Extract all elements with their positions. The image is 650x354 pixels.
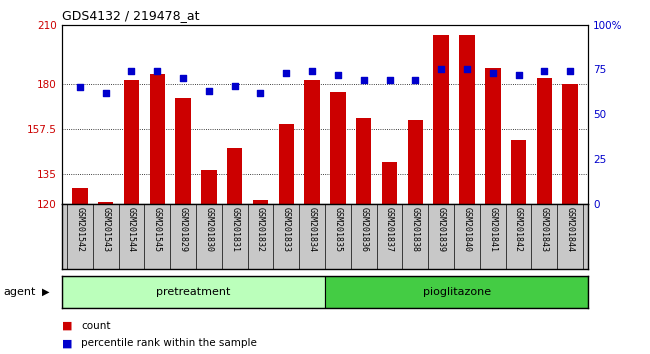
Point xyxy=(410,78,421,83)
Text: GSM201829: GSM201829 xyxy=(179,207,188,252)
Bar xyxy=(150,74,165,204)
Text: GSM201833: GSM201833 xyxy=(282,207,291,252)
Bar xyxy=(382,162,397,204)
Text: GSM201543: GSM201543 xyxy=(101,207,110,252)
Text: GSM201545: GSM201545 xyxy=(153,207,162,252)
Bar xyxy=(124,80,139,204)
Point xyxy=(126,68,136,74)
Text: GSM201544: GSM201544 xyxy=(127,207,136,252)
Point xyxy=(75,85,85,90)
Bar xyxy=(325,276,588,308)
Point xyxy=(203,88,214,94)
Text: GSM201832: GSM201832 xyxy=(256,207,265,252)
Text: GSM201843: GSM201843 xyxy=(540,207,549,252)
Text: GSM201835: GSM201835 xyxy=(333,207,343,252)
Bar xyxy=(434,35,449,204)
Text: GSM201838: GSM201838 xyxy=(411,207,420,252)
Bar xyxy=(330,92,346,204)
Point xyxy=(436,67,447,72)
Bar xyxy=(511,140,526,204)
Bar xyxy=(98,201,113,204)
Bar xyxy=(253,200,268,204)
Bar xyxy=(201,170,216,204)
Bar xyxy=(562,84,578,204)
Point xyxy=(307,68,317,74)
Bar xyxy=(62,276,325,308)
Bar xyxy=(537,78,552,204)
Text: GSM201842: GSM201842 xyxy=(514,207,523,252)
Text: percentile rank within the sample: percentile rank within the sample xyxy=(81,338,257,348)
Text: agent: agent xyxy=(3,287,36,297)
Point xyxy=(178,75,188,81)
Bar xyxy=(408,120,423,204)
Point xyxy=(359,78,369,83)
Point xyxy=(462,67,472,72)
Point xyxy=(333,72,343,78)
Text: GSM201840: GSM201840 xyxy=(462,207,471,252)
Bar xyxy=(356,118,371,204)
Point xyxy=(100,90,110,96)
Text: GSM201831: GSM201831 xyxy=(230,207,239,252)
Bar xyxy=(72,188,88,204)
Point xyxy=(488,70,498,76)
Text: GDS4132 / 219478_at: GDS4132 / 219478_at xyxy=(62,9,200,22)
Point xyxy=(540,68,550,74)
Text: GSM201841: GSM201841 xyxy=(488,207,497,252)
Point xyxy=(565,68,575,74)
Text: GSM201839: GSM201839 xyxy=(437,207,446,252)
Text: ■: ■ xyxy=(62,338,72,348)
Point xyxy=(384,78,395,83)
Bar xyxy=(227,148,242,204)
Text: pretreatment: pretreatment xyxy=(156,287,231,297)
Point xyxy=(514,72,524,78)
Point xyxy=(152,68,162,74)
Text: GSM201834: GSM201834 xyxy=(307,207,317,252)
Text: count: count xyxy=(81,321,110,331)
Text: pioglitazone: pioglitazone xyxy=(422,287,491,297)
Text: GSM201542: GSM201542 xyxy=(75,207,84,252)
Text: GSM201837: GSM201837 xyxy=(385,207,394,252)
Text: GSM201836: GSM201836 xyxy=(359,207,368,252)
Text: GSM201844: GSM201844 xyxy=(566,207,575,252)
Text: GSM201830: GSM201830 xyxy=(204,207,213,252)
Bar xyxy=(176,98,191,204)
Bar xyxy=(459,35,474,204)
Point xyxy=(281,70,291,76)
Text: ■: ■ xyxy=(62,321,72,331)
Bar xyxy=(485,68,500,204)
Bar xyxy=(304,80,320,204)
Text: ▶: ▶ xyxy=(42,287,50,297)
Point xyxy=(229,83,240,88)
Point xyxy=(255,90,266,96)
Bar xyxy=(279,124,294,204)
